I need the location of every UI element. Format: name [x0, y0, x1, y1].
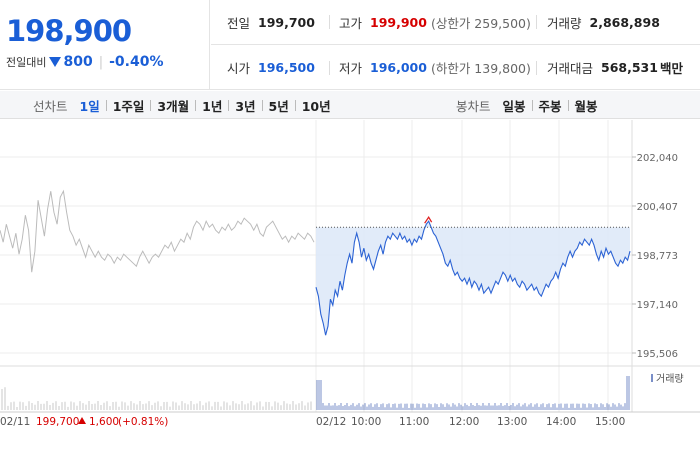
- down-arrow-icon: [49, 57, 62, 67]
- candle-chart-tabs: 봉차트 일봉 주봉 월봉: [456, 91, 598, 119]
- low-cell: 저가 196,000 (하한가 139,800): [330, 45, 536, 90]
- tab-1year[interactable]: 1년: [202, 98, 223, 114]
- prev-close-value: 199,700: [258, 14, 315, 30]
- x-tick-label: 14:00: [546, 416, 576, 428]
- change-line: 전일대비 800 | -0.40%: [6, 54, 164, 70]
- tab-1day[interactable]: 1일: [79, 98, 100, 114]
- price-summary: 198,900 전일대비 800 | -0.40%: [0, 0, 210, 90]
- trade-value-cell: 거래대금 568,531 백만: [537, 45, 683, 90]
- x-axis: 02/11 199,700 1,600(+0.81%) 02/12 10:00 11:00…: [0, 416, 625, 428]
- candle-chart-title: 봉차트: [456, 98, 491, 114]
- x-tick-label: 15:00: [595, 416, 625, 428]
- x-tick-label: 13:00: [497, 416, 527, 428]
- divider: [329, 15, 330, 29]
- tab-10years[interactable]: 10년: [301, 98, 331, 114]
- tab-divider: [294, 99, 296, 111]
- low-value: 196,000: [370, 60, 427, 75]
- volume-value: 2,868,898: [589, 14, 660, 30]
- high-cell: 고가 199,900 (상한가 259,500): [330, 0, 536, 44]
- volume-legend-swatch: [651, 374, 653, 382]
- tab-1week[interactable]: 1주일: [112, 98, 145, 114]
- chart-tab-bar: 선차트 1일 1주일 3개월 1년 3년 5년 10년 봉차트 일봉 주봉 월봉: [0, 91, 700, 119]
- tab-divider: [531, 99, 533, 111]
- prev-day-price: 199,700: [36, 416, 79, 428]
- tab-3months[interactable]: 3개월: [157, 98, 190, 114]
- low-label: 저가: [339, 61, 363, 76]
- y-tick-label: 198,773: [637, 251, 678, 262]
- change-percent: -0.40%: [109, 54, 164, 70]
- prev-day-percent: (+0.81%): [118, 416, 168, 428]
- reference-line: [316, 215, 630, 228]
- tab-3years[interactable]: 3년: [235, 98, 256, 114]
- open-cell: 시가 196,500: [211, 45, 329, 90]
- current-price: 198,900: [6, 14, 132, 48]
- tab-divider: [195, 99, 197, 111]
- tab-divider: [228, 99, 230, 111]
- high-marker: [424, 215, 433, 224]
- prev-close-cell: 전일 199,700: [211, 0, 329, 44]
- high-value: 199,900: [370, 14, 427, 30]
- high-label: 고가: [339, 15, 363, 31]
- line-chart-tabs: 선차트 1일 1주일 3개월 1년 3년 5년 10년: [33, 91, 331, 119]
- tab-weekly[interactable]: 주봉: [538, 98, 562, 114]
- y-tick-label: 195,506: [637, 349, 678, 360]
- x-tick-label: 02/11: [0, 416, 30, 428]
- y-tick-label: 202,040: [637, 153, 678, 164]
- divider: [536, 60, 537, 75]
- quote-header: 198,900 전일대비 800 | -0.40% 전일 199,700 고가 …: [0, 0, 700, 90]
- divider: [536, 15, 537, 29]
- price-area: [316, 221, 630, 336]
- today-area: [316, 221, 630, 336]
- stats-row-1: 전일 199,700 고가 199,900 (상한가 259,500) 거래량 …: [211, 0, 700, 45]
- prev-day-line: [0, 189, 315, 273]
- x-tick-label: 12:00: [449, 416, 479, 428]
- change-amount: 800: [63, 54, 93, 70]
- tab-5years[interactable]: 5년: [268, 98, 289, 114]
- trade-value-unit: 백만: [659, 61, 683, 76]
- prev-day-change: 1,600: [89, 416, 119, 428]
- y-axis: 202,040 200,407 198,773 197,140 195,506: [632, 153, 678, 360]
- tab-divider: [261, 99, 263, 111]
- upper-limit: (상한가 259,500): [430, 15, 531, 31]
- divider: [329, 60, 330, 75]
- lower-limit: (하한가 139,800): [430, 61, 531, 76]
- price-lines: [0, 189, 631, 336]
- change-label: 전일대비: [6, 56, 47, 69]
- open-value: 196,500: [258, 60, 315, 75]
- up-arrow-icon: [78, 417, 86, 424]
- tab-monthly[interactable]: 월봉: [574, 98, 598, 114]
- line-chart-title: 선차트: [33, 98, 68, 114]
- y-tick-label: 200,407: [637, 202, 678, 213]
- open-label: 시가: [227, 61, 251, 76]
- prev-close-label: 전일: [227, 15, 251, 31]
- volume-panel: 거래량: [1, 373, 684, 410]
- volume-label: 거래량: [547, 15, 582, 31]
- volume-legend: 거래량: [656, 373, 684, 385]
- y-tick-label: 197,140: [637, 300, 678, 311]
- change-divider: |: [98, 54, 104, 70]
- tab-divider: [105, 99, 107, 111]
- grid: [0, 120, 700, 413]
- tab-divider: [150, 99, 152, 111]
- tab-daily[interactable]: 일봉: [502, 98, 526, 114]
- stats-row-2: 시가 196,500 저가 196,000 (하한가 139,800) 거래대금…: [211, 45, 700, 90]
- trade-value: 568,531: [601, 60, 658, 75]
- trade-value-label: 거래대금: [547, 61, 594, 76]
- x-tick-label: 02/12: [316, 416, 346, 428]
- today-line: [315, 220, 631, 336]
- x-tick-label: 10:00: [351, 416, 381, 428]
- tab-divider: [567, 99, 569, 111]
- x-tick-label: 11:00: [399, 416, 429, 428]
- volume-cell: 거래량 2,868,898: [537, 0, 660, 44]
